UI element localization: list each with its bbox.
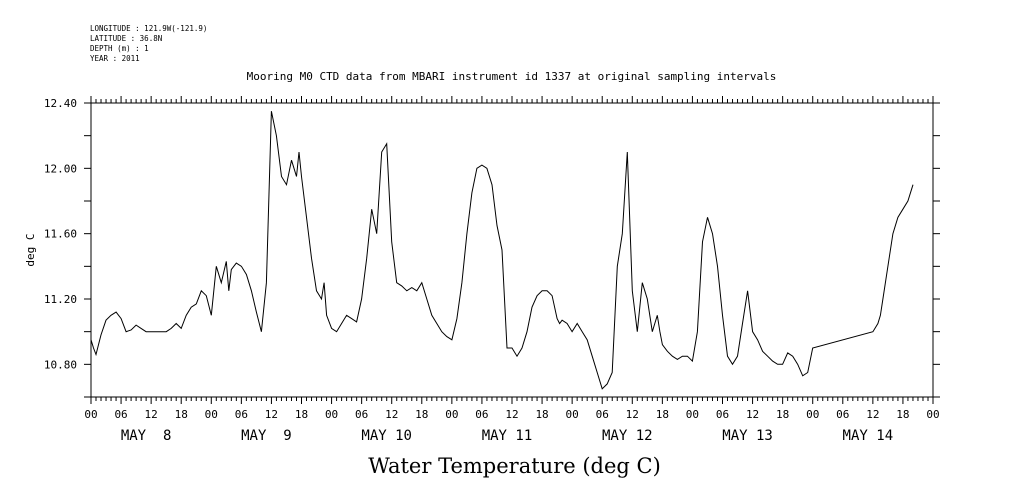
x-tick-label: 12: [505, 408, 518, 421]
x-day-label: MAY 9: [241, 428, 292, 444]
x-tick-label: 12: [265, 408, 278, 421]
x-tick-label: 18: [295, 408, 308, 421]
depth-text: DEPTH (m) : 1: [90, 44, 149, 53]
x-tick-label: 12: [145, 408, 158, 421]
temperature-series-line: [90, 111, 914, 390]
x-day-label: MAY 8: [121, 428, 172, 444]
metadata-block: LONGITUDE : 121.9W(-121.9) LATITUDE : 36…: [90, 24, 207, 64]
x-tick-label: 06: [114, 408, 127, 421]
x-tick-label: 06: [716, 408, 729, 421]
y-tick-label: 10.80: [44, 358, 77, 371]
x-tick-label: 00: [325, 408, 338, 421]
x-day-label: MAY 10: [361, 428, 412, 444]
x-day-label: MAY 12: [602, 428, 653, 444]
x-tick-label: 00: [205, 408, 218, 421]
y-axis-label: deg C: [24, 233, 37, 266]
x-tick-label: 00: [926, 408, 939, 421]
y-tick-label: 11.60: [44, 228, 77, 241]
x-tick-label: 18: [896, 408, 909, 421]
x-day-label: MAY 13: [722, 428, 773, 444]
x-day-label: MAY 11: [482, 428, 533, 444]
x-axis-title: Water Temperature (deg C): [368, 454, 661, 478]
x-tick-label: 18: [175, 408, 188, 421]
x-tick-label: 06: [836, 408, 849, 421]
year-text: YEAR : 2011: [90, 54, 140, 63]
y-tick-label: 12.40: [44, 97, 77, 110]
x-tick-label: 12: [866, 408, 879, 421]
x-tick-label: 18: [535, 408, 548, 421]
x-tick-label: 12: [626, 408, 639, 421]
y-tick-label: 12.00: [44, 162, 77, 175]
longitude-text: LONGITUDE : 121.9W(-121.9): [90, 24, 208, 33]
x-tick-label: 00: [806, 408, 819, 421]
x-tick-label: 18: [776, 408, 789, 421]
y-tick-label: 11.20: [44, 293, 77, 306]
x-tick-label: 12: [746, 408, 759, 421]
plot-frame: [90, 102, 934, 398]
x-tick-label: 18: [415, 408, 428, 421]
x-tick-label: 06: [475, 408, 488, 421]
x-tick-label: 12: [385, 408, 398, 421]
chart-title: Mooring M0 CTD data from MBARI instrumen…: [246, 70, 777, 83]
x-tick-label: 00: [566, 408, 579, 421]
x-tick-label: 00: [84, 408, 97, 421]
x-tick-label: 06: [355, 408, 368, 421]
x-tick-label: 06: [596, 408, 609, 421]
latitude-text: LATITUDE : 36.8N: [90, 34, 163, 43]
x-tick-label: 18: [656, 408, 669, 421]
x-tick-label: 00: [445, 408, 458, 421]
x-day-label: MAY 14: [843, 428, 894, 444]
x-tick-label: 00: [686, 408, 699, 421]
x-tick-label: 06: [235, 408, 248, 421]
